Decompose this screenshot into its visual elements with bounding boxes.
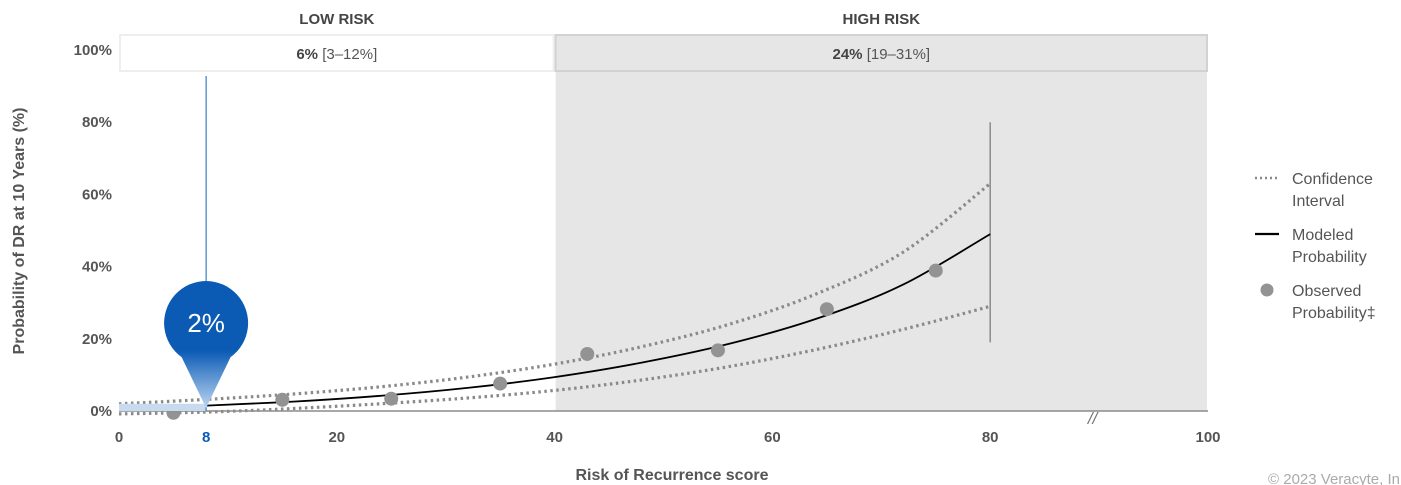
- y-tick-label-5: 100%: [74, 42, 112, 59]
- axis-break: //: [1087, 409, 1100, 428]
- pin-shape: [164, 281, 249, 408]
- y-tick-label-0: 0%: [90, 403, 112, 420]
- patient-score-box: [119, 403, 207, 411]
- observed-point-6: [819, 302, 834, 317]
- risk-value-1: 24% [19–31%]: [833, 46, 931, 63]
- observed-point-7: [928, 263, 943, 278]
- legend-item-0: Confidence Interval: [1255, 171, 1373, 210]
- y-tick-label-3: 60%: [82, 186, 112, 203]
- x-tick-label-1: 20: [328, 429, 345, 446]
- x-tick-label-0: 0: [115, 429, 123, 446]
- y-tick-label-2: 40%: [82, 259, 112, 276]
- observed-point-5: [710, 343, 725, 358]
- series-line-0: [118, 233, 991, 409]
- y-axis-title: Probability of DR at 10 Years (%): [11, 108, 28, 355]
- x-tick-label-4: 80: [982, 429, 999, 446]
- x-axis-title: Risk of Recurrence score: [576, 467, 769, 484]
- legend-item-1: Modeled Probability: [1255, 227, 1367, 266]
- legend-label-line1: Modeled: [1292, 227, 1353, 244]
- x-tick-label-2: 40: [546, 429, 563, 446]
- x-tick-label-3: 60: [764, 429, 781, 446]
- series-line-2: [118, 304, 991, 416]
- patient-value-pin: 2%: [164, 281, 249, 408]
- risk-header-0: LOW RISK: [299, 11, 374, 28]
- legend-label-line2: Interval: [1292, 193, 1344, 210]
- observed-point-2: [384, 391, 399, 406]
- legend-label-line2: Probability‡: [1292, 305, 1376, 322]
- legend-label-line1: Confidence: [1292, 171, 1373, 188]
- legend-label-line2: Probability: [1292, 249, 1367, 266]
- risk-band-0: [119, 34, 555, 72]
- risk-value-0: 6% [3–12%]: [296, 46, 377, 63]
- risk-header-1: HIGH RISK: [843, 11, 921, 28]
- observed-point-1: [275, 392, 290, 407]
- legend-symbol-dot: [1260, 283, 1274, 297]
- y-tick-label-1: 20%: [82, 331, 112, 348]
- copyright-text: © 2023 Veracyte, In: [1268, 471, 1400, 485]
- legend-label-line1: Observed: [1292, 283, 1361, 300]
- x-tick-highlight: 8: [202, 429, 210, 446]
- observed-point-4: [580, 346, 595, 361]
- pin-label: 2%: [187, 308, 225, 338]
- observed-point-3: [493, 376, 508, 391]
- risk-band-1: [554, 34, 1208, 72]
- y-tick-label-4: 80%: [82, 114, 112, 131]
- risk-region-1: [555, 72, 1207, 411]
- legend-item-2: Observed Probability‡: [1260, 283, 1376, 322]
- series-line-1: [118, 182, 992, 406]
- x-tick-label-5: 100: [1195, 429, 1220, 446]
